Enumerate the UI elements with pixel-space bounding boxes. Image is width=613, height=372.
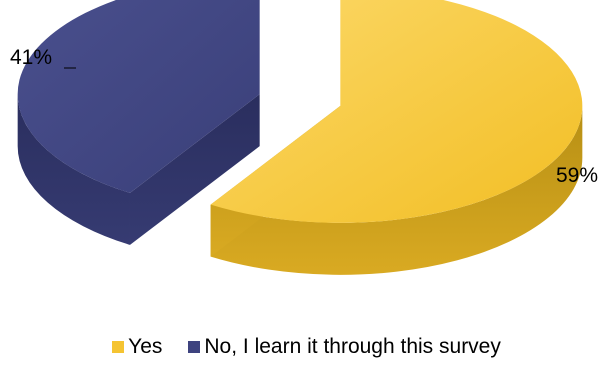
pie-slice-side-yes (210, 105, 583, 275)
pie-slice-cut-no (129, 94, 260, 245)
legend-item-yes: Yes (112, 335, 162, 359)
pie-slice-side-no (17, 94, 130, 245)
data-label-no: 41% (10, 46, 52, 69)
legend-swatch-yes (112, 341, 125, 353)
legend-label-no: No, I learn it through this survey (204, 335, 501, 358)
pie-chart: 59% 41% (10, 0, 598, 275)
data-label-yes: 59% (556, 164, 598, 187)
legend: Yes No, I learn it through this survey (0, 335, 613, 359)
pie-slice-no (17, 0, 260, 193)
legend-label-yes: Yes (128, 335, 163, 358)
legend-item-no: No, I learn it through this survey (188, 335, 501, 359)
pie-slice-yes (210, 0, 583, 223)
legend-swatch-no (188, 341, 201, 353)
